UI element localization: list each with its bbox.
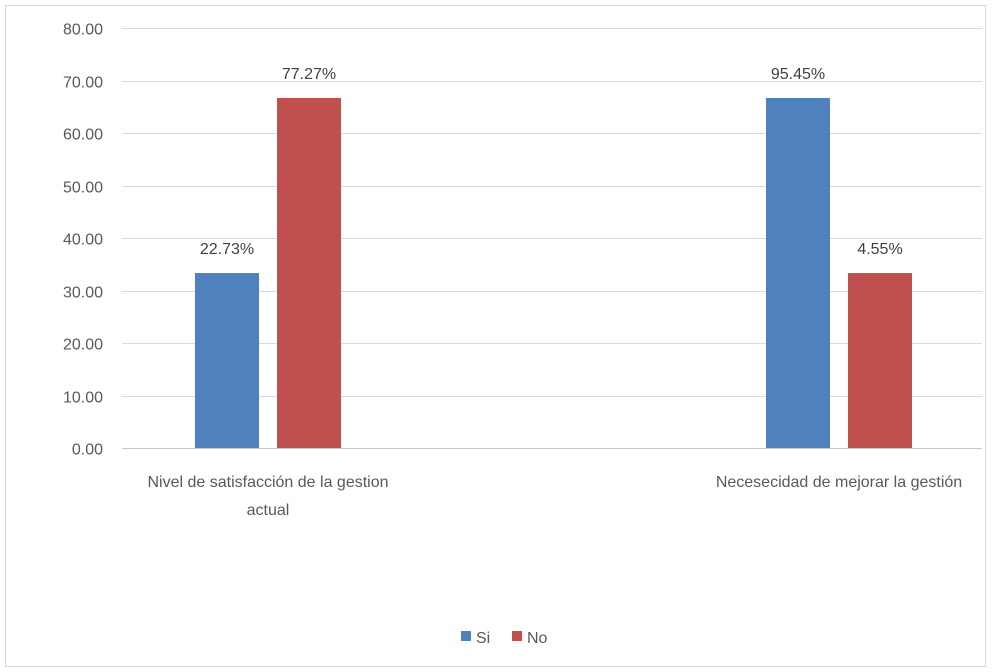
y-tick-label: 30.00 — [63, 285, 103, 302]
y-tick-label: 70.00 — [63, 75, 103, 92]
y-tick-label: 10.00 — [63, 390, 103, 407]
category-label-line: Nivel de satisfacción de la gestion — [147, 474, 388, 491]
labels: 0.00 10.00 20.00 30.00 40.00 50.00 60.00 70.00 8… — [63, 22, 962, 520]
y-tick-label: 0.00 — [72, 442, 103, 459]
legend-swatch-no — [512, 631, 522, 641]
gridlines — [122, 28, 982, 449]
chart-border — [5, 5, 986, 667]
legend: Si No — [461, 630, 548, 647]
legend-swatch-si — [461, 631, 471, 641]
y-tick-label: 20.00 — [63, 337, 103, 354]
y-tick-label: 40.00 — [63, 232, 103, 249]
y-tick-label: 60.00 — [63, 127, 103, 144]
bar-no — [277, 97, 341, 449]
bar-si — [766, 97, 830, 449]
data-label: 22.73% — [200, 241, 254, 258]
data-label: 95.45% — [771, 66, 825, 83]
bar-si — [195, 273, 259, 448]
bar-no — [848, 273, 912, 448]
y-tick-label: 80.00 — [63, 22, 103, 39]
legend-label-no: No — [527, 630, 548, 647]
category-label: Necesecidad de mejorar la gestión — [716, 474, 962, 491]
category-label-line: Necesecidad de mejorar la gestión — [716, 474, 962, 491]
data-label: 4.55% — [857, 241, 902, 258]
bars — [195, 97, 912, 449]
category-label: Nivel de satisfacción de la gestion actua… — [147, 474, 388, 519]
category-label-line: actual — [247, 502, 290, 519]
y-tick-label: 50.00 — [63, 180, 103, 197]
legend-label-si: Si — [476, 630, 490, 647]
data-label: 77.27% — [282, 66, 336, 83]
